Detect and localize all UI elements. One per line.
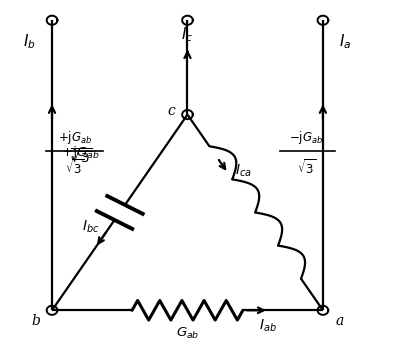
Text: $I_b$: $I_b$: [23, 32, 36, 50]
Text: $\sqrt{3}$: $\sqrt{3}$: [65, 158, 84, 177]
Text: $I_a$: $I_a$: [339, 32, 352, 50]
Text: $I_{ab}$: $I_{ab}$: [259, 318, 276, 334]
Text: $-\mathrm{j}G_{ab}$: $-\mathrm{j}G_{ab}$: [290, 129, 324, 146]
Text: $I_{bc}$: $I_{bc}$: [82, 218, 100, 235]
Text: b: b: [31, 314, 40, 328]
Text: $\sqrt{3}$: $\sqrt{3}$: [297, 158, 316, 177]
Text: c: c: [167, 104, 175, 118]
Text: $+\mathrm{j}G_{ab}$: $+\mathrm{j}G_{ab}$: [57, 129, 92, 146]
Text: $\mathregular{+j}G_{ab}$
$\overline{\sqrt{3}}$: $\mathregular{+j}G_{ab}$ $\overline{\sqr…: [62, 144, 100, 165]
Text: a: a: [335, 314, 344, 328]
Text: $I_{ca}$: $I_{ca}$: [235, 162, 251, 179]
Text: $G_{ab}$: $G_{ab}$: [176, 326, 199, 340]
Text: $I_c$: $I_c$: [181, 25, 193, 44]
